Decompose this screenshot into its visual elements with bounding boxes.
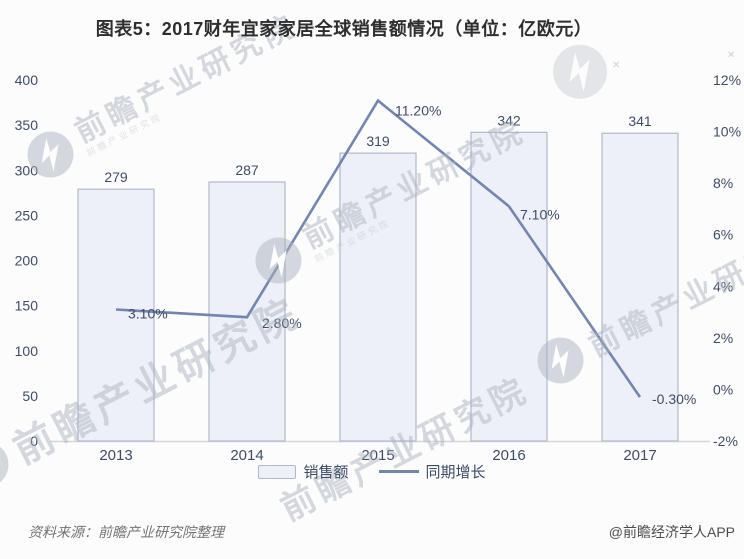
bar-value-label: 279 [104, 169, 128, 185]
chart-title: 图表5：2017财年宜家家居全球销售额情况（单位：亿欧元） [95, 19, 593, 39]
left-axis-tick: 0 [30, 433, 38, 449]
x-axis-label: 2017 [623, 447, 656, 464]
legend-bar-label: 销售额 [303, 464, 349, 481]
legend-item-growth: 同期增长 [378, 461, 486, 482]
bar-2013 [77, 188, 155, 442]
right-axis-tick: 6% [713, 227, 733, 243]
growth-line [115, 98, 642, 398]
chart-legend: 销售额 同期增长 [0, 461, 744, 482]
line-value-label: -0.30% [652, 391, 696, 407]
x-axis-label: 2015 [361, 447, 394, 464]
legend-line-label: 同期增长 [425, 464, 486, 481]
right-axis-tick: 0% [713, 381, 733, 397]
right-axis-tick: 12% [713, 72, 741, 88]
bar-value-label: 342 [497, 112, 521, 128]
left-axis-tick: 50 [22, 388, 38, 404]
bar-2015 [339, 152, 417, 442]
left-axis-tick: 350 [15, 117, 39, 133]
legend-item-sales: 销售额 [258, 461, 349, 482]
bar-value-label: 287 [235, 162, 259, 178]
right-axis-tick: 8% [713, 175, 733, 191]
right-axis-tick: 4% [713, 278, 733, 294]
left-axis-tick: 300 [15, 162, 39, 178]
legend-bar-swatch [258, 464, 297, 479]
right-axis-tick: -2% [713, 433, 738, 449]
line-value-label: 2.80% [262, 315, 302, 331]
right-axis-tick: 2% [713, 330, 733, 346]
legend-line-swatch [378, 470, 419, 473]
left-axis-tick: 100 [15, 343, 39, 359]
bar-2016 [470, 131, 548, 442]
line-value-label: 11.20% [395, 103, 441, 119]
credit-note: @前瞻经济学人APP [608, 524, 735, 540]
left-axis-tick: 250 [15, 207, 39, 223]
x-axis-label: 2014 [230, 447, 263, 464]
right-axis-tick: 10% [713, 124, 741, 140]
x-axis-label: 2013 [99, 447, 132, 464]
bar-value-label: 341 [628, 113, 652, 129]
source-note: 资料来源：前瞻产业研究院整理 [28, 524, 224, 540]
x-axis-label: 2016 [492, 447, 525, 464]
left-axis-tick: 200 [15, 253, 39, 269]
line-value-label: 7.10% [520, 206, 560, 222]
left-axis-tick: 150 [15, 298, 39, 314]
bar-2014 [208, 181, 286, 442]
line-value-label: 3.10% [128, 305, 168, 321]
bar-value-label: 319 [366, 133, 390, 149]
bar-2017 [601, 132, 679, 442]
left-axis-tick: 400 [15, 72, 39, 88]
